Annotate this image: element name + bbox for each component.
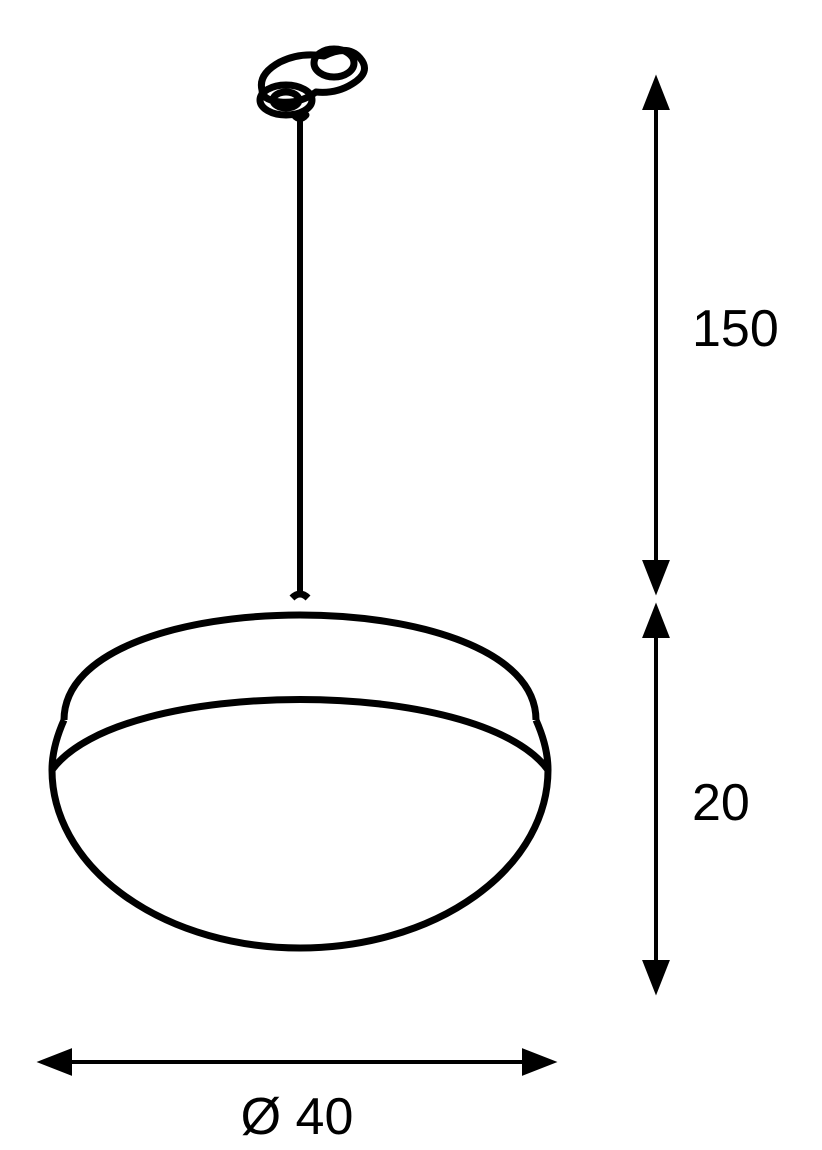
ceiling-adapter bbox=[260, 49, 365, 119]
dimension-height-20 bbox=[645, 608, 667, 990]
technical-drawing-svg: 150 20 Ø 40 bbox=[0, 0, 822, 1150]
dimension-label-diameter: Ø 40 bbox=[241, 1088, 354, 1146]
dimension-label-150: 150 bbox=[692, 300, 779, 358]
dimension-height-150 bbox=[645, 80, 667, 590]
dimension-label-20: 20 bbox=[692, 774, 750, 832]
dimension-diameter bbox=[42, 1051, 552, 1073]
lamp-shade bbox=[52, 594, 548, 948]
